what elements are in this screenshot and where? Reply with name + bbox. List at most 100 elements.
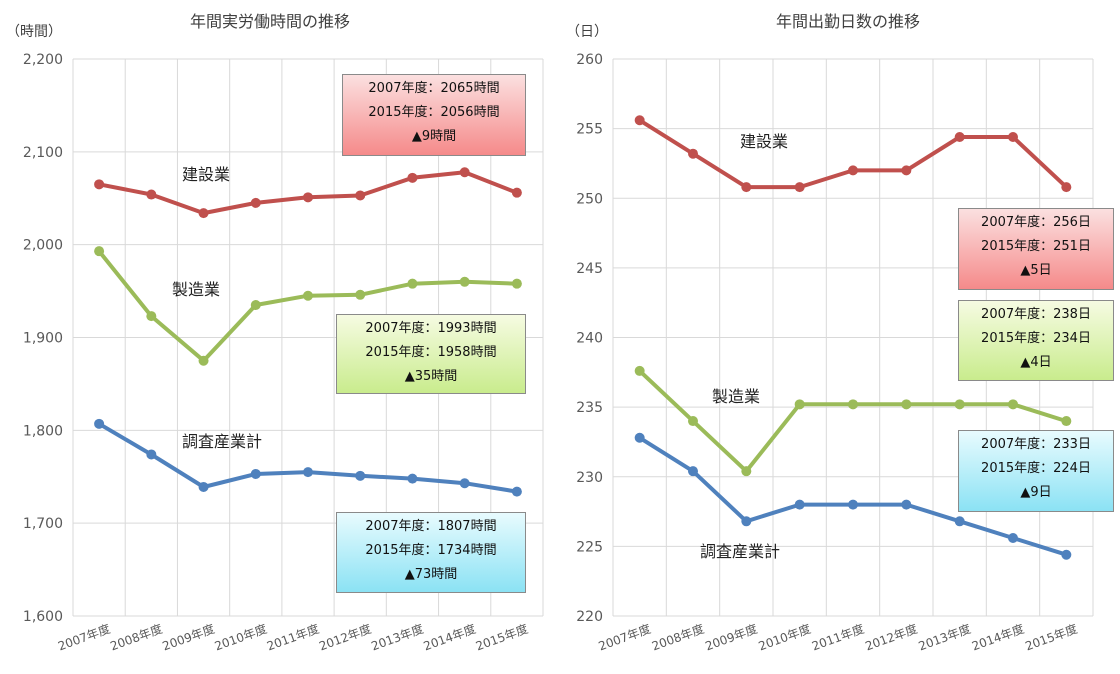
right-total-annotation: 2007年度：233日 2015年度：224日 ▲9日	[958, 430, 1114, 512]
data-point	[94, 418, 105, 429]
y-tick-label: 1,700	[23, 516, 63, 532]
y-axis-unit-label: （時間）	[6, 24, 62, 40]
data-point	[848, 165, 858, 176]
data-point	[511, 187, 522, 198]
data-point	[794, 399, 805, 410]
annotation-line: 2007年度：238日	[981, 307, 1091, 322]
y-tick-label: 2,200	[23, 52, 63, 68]
data-point	[355, 289, 366, 300]
data-point	[94, 179, 105, 190]
data-point	[511, 278, 522, 289]
x-tick-label: 2011年度	[265, 621, 321, 654]
y-tick-label: 220	[576, 609, 603, 625]
data-point	[407, 172, 418, 183]
x-tick-label: 2012年度	[317, 621, 373, 654]
y-tick-label: 1,900	[23, 331, 63, 347]
data-point	[146, 449, 157, 460]
annotation-line: ▲35時間	[404, 369, 458, 384]
data-point	[459, 276, 470, 287]
data-point	[954, 399, 965, 410]
data-point	[741, 182, 752, 193]
data-point	[848, 399, 858, 410]
data-point	[1061, 416, 1072, 427]
y-tick-label: 2,000	[23, 238, 63, 254]
data-point	[198, 355, 209, 366]
data-point	[901, 399, 912, 410]
x-tick-label: 2008年度	[108, 621, 164, 654]
data-point	[794, 499, 805, 510]
data-point	[741, 516, 752, 527]
data-point	[1061, 549, 1072, 560]
data-point	[1061, 182, 1072, 193]
left-construction-annotation: 2007年度：2065時間 2015年度：2056時間 ▲9時間	[342, 74, 526, 156]
annotation-line: ▲9日	[1020, 485, 1052, 500]
data-point	[1008, 533, 1018, 544]
series-label: 調査産業計	[700, 542, 780, 561]
x-tick-label: 2009年度	[703, 621, 759, 654]
annotation-line: ▲5日	[1020, 263, 1052, 278]
data-point	[1008, 131, 1018, 142]
series-label: 製造業	[172, 280, 220, 299]
series-label: 建設業	[740, 132, 788, 151]
y-tick-label: 2,100	[23, 145, 63, 161]
data-point	[303, 290, 313, 301]
annotation-line: 2007年度：256日	[981, 215, 1091, 230]
x-tick-label: 2009年度	[160, 621, 216, 654]
data-point	[250, 468, 261, 479]
series-line	[638, 118, 1068, 190]
y-tick-label: 245	[576, 261, 603, 277]
data-point	[198, 481, 209, 492]
annotation-line: ▲73時間	[404, 567, 458, 582]
data-point	[511, 486, 522, 497]
left-total-annotation: 2007年度：1807時間 2015年度：1734時間 ▲73時間	[336, 512, 526, 593]
data-point	[901, 165, 912, 176]
annotation-line: 2015年度：251日	[981, 239, 1091, 254]
right-manufacturing-annotation: 2007年度：238日 2015年度：234日 ▲4日	[958, 300, 1114, 381]
data-point	[355, 470, 366, 481]
data-point	[1008, 399, 1018, 410]
x-tick-label: 2015年度	[1023, 621, 1079, 654]
x-tick-label: 2010年度	[756, 621, 812, 654]
annotation-line: ▲9時間	[411, 129, 457, 144]
data-point	[954, 516, 965, 527]
data-point	[459, 478, 470, 489]
series-label: 製造業	[712, 387, 760, 406]
x-tick-label: 2007年度	[596, 621, 652, 654]
data-point	[634, 365, 645, 376]
annotation-line: 2007年度：233日	[981, 437, 1091, 452]
chart-title: 年間実労働時間の推移	[190, 12, 350, 31]
annotation-line: ▲4日	[1020, 355, 1052, 370]
data-point	[303, 467, 313, 478]
x-tick-label: 2011年度	[810, 621, 866, 654]
data-point	[848, 499, 858, 510]
data-point	[303, 192, 313, 203]
data-point	[634, 115, 645, 126]
annotation-line: 2007年度：1993時間	[365, 321, 497, 336]
y-tick-label: 230	[576, 470, 603, 486]
data-point	[146, 189, 157, 200]
data-point	[688, 148, 698, 159]
y-axis-unit-label: （日）	[566, 24, 608, 40]
y-tick-label: 1,800	[23, 423, 63, 439]
data-point	[688, 466, 698, 477]
y-tick-label: 1,600	[23, 609, 63, 625]
annotation-line: 2015年度：234日	[981, 331, 1091, 346]
x-tick-label: 2013年度	[369, 621, 425, 654]
chart-title: 年間出勤日数の推移	[776, 12, 920, 31]
data-point	[407, 473, 418, 484]
y-tick-label: 235	[576, 400, 603, 416]
annotation-line: 2007年度：1807時間	[365, 519, 497, 534]
data-point	[355, 190, 366, 201]
y-tick-label: 255	[576, 122, 603, 138]
annotation-line: 2015年度：1958時間	[365, 345, 497, 360]
data-point	[250, 300, 261, 311]
x-tick-label: 2014年度	[970, 621, 1026, 654]
series-label: 建設業	[182, 165, 230, 184]
data-point	[198, 208, 209, 219]
data-point	[688, 416, 698, 427]
left-manufacturing-annotation: 2007年度：1993時間 2015年度：1958時間 ▲35時間	[336, 314, 526, 394]
y-tick-label: 225	[576, 539, 603, 555]
y-tick-label: 250	[576, 191, 603, 207]
data-point	[901, 499, 912, 510]
